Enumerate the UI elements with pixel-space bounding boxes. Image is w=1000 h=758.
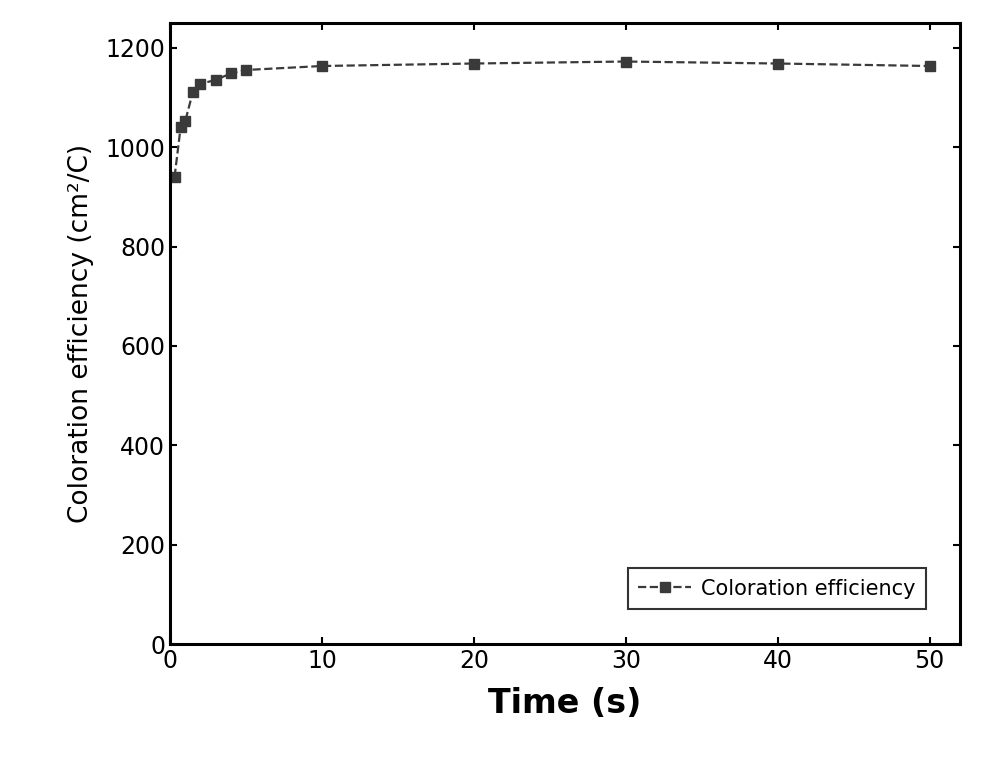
Coloration efficiency xyxy=(175,123,187,132)
Coloration efficiency xyxy=(210,75,222,84)
Coloration efficiency xyxy=(179,117,191,126)
Coloration efficiency xyxy=(772,59,784,68)
Coloration efficiency xyxy=(240,65,252,74)
X-axis label: Time (s): Time (s) xyxy=(488,687,642,720)
Coloration efficiency xyxy=(468,59,480,68)
Coloration efficiency xyxy=(316,61,328,70)
Coloration efficiency xyxy=(924,61,936,70)
Coloration efficiency xyxy=(194,80,206,89)
Legend: Coloration efficiency: Coloration efficiency xyxy=(628,568,926,609)
Line: Coloration efficiency: Coloration efficiency xyxy=(170,57,934,182)
Y-axis label: Coloration efficiency (cm²/C): Coloration efficiency (cm²/C) xyxy=(68,144,94,523)
Coloration efficiency xyxy=(187,88,199,97)
Coloration efficiency xyxy=(169,172,181,181)
Coloration efficiency xyxy=(225,69,237,78)
Coloration efficiency xyxy=(620,57,632,66)
